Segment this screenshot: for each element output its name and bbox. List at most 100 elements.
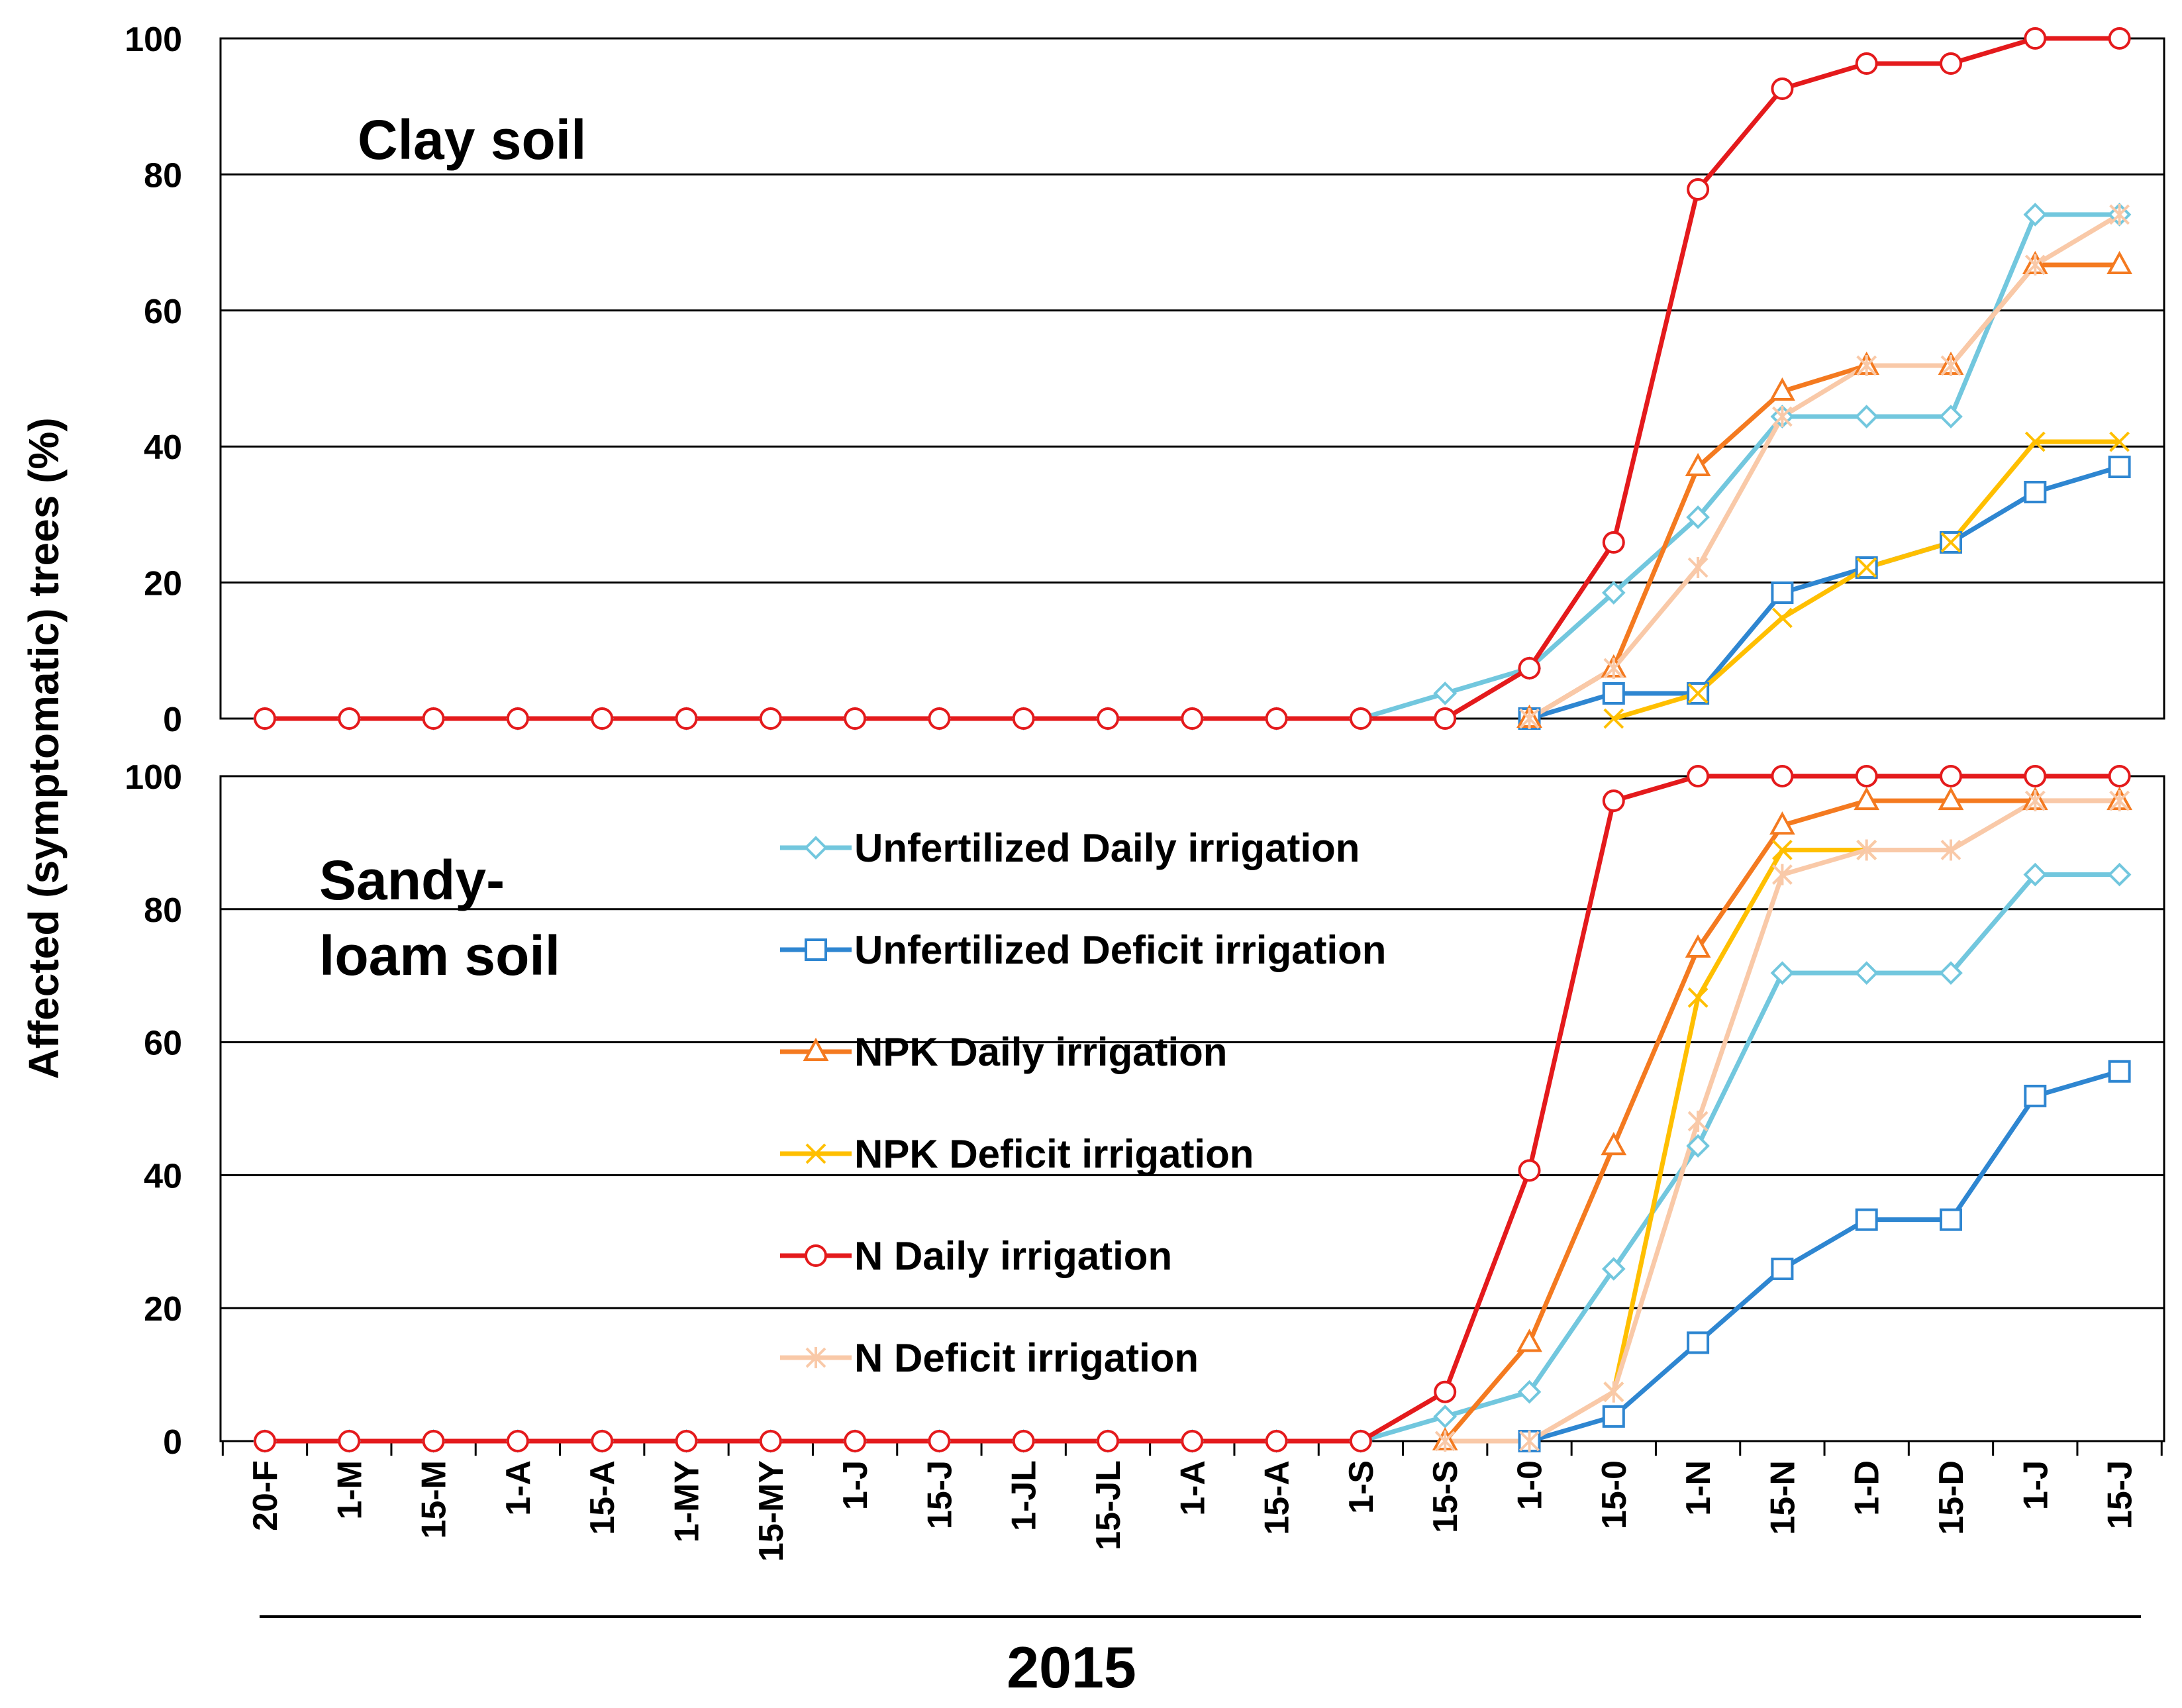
data-point-p1-s3-18 [1771,840,1793,860]
data-point-p0-s1-16 [1602,682,1625,705]
data-point-p1-s2-20 [1938,787,1964,811]
data-point-p1-s0-19 [1854,961,1879,985]
data-point-p1-s5-5 [675,1430,698,1452]
data-point-p0-s5-22 [2108,27,2131,50]
data-point-p1-s2-19 [1854,787,1880,811]
series-line-p0-4-0 [1528,212,2121,721]
data-point-p1-s4-18 [1771,864,1793,885]
data-point-p1-s5-4 [591,1430,614,1452]
legend-label-5: N Deficit irrigation [854,1336,1199,1380]
data-point-p0-s5-1 [338,707,361,730]
data-point-p0-s3-16 [1603,708,1624,729]
x-tick-label-18: 15-N [1763,1460,1802,1535]
y-tick-label-p0-0: 0 [163,701,182,739]
y-tick-label-p0-1: 20 [144,565,182,603]
legend-marker-0 [804,836,828,860]
x-tick-label-22: 15-J [2101,1460,2140,1529]
x-tick-label-3: 1-A [499,1460,538,1516]
y-tick-label-p0-5: 100 [124,21,182,59]
data-point-p0-s0-14 [1433,681,1458,705]
tick-labels: 0 20 40 60 80 100 0 20 40 60 80 100 20-F 1-M 15-M 1-A 15… [124,21,2139,1562]
data-point-p0-s3-21 [2024,431,2046,452]
series-lines [265,36,2121,1444]
data-point-p0-s0-20 [1939,405,1963,428]
data-point-p1-s5-18 [1771,765,1794,787]
data-point-p0-s0-21 [2023,203,2048,226]
data-point-p1-s2-16 [1601,1132,1627,1156]
data-point-p1-s1-22 [2108,1060,2131,1083]
legend-marker-1 [805,938,827,961]
data-point-p1-s5-6 [759,1430,782,1452]
data-point-p1-s5-8 [928,1430,951,1452]
data-point-p1-s0-22 [2107,862,2132,887]
data-point-p0-s0-17 [1686,505,1710,529]
x-tick-label-15: 1-0 [1511,1460,1550,1510]
data-point-p1-s5-14 [1434,1380,1457,1403]
data-point-p0-s4-19 [1856,354,1877,376]
data-point-p1-s1-19 [1855,1208,1878,1231]
data-point-p0-s5-19 [1855,52,1878,75]
data-point-p0-s3-22 [2109,431,2130,452]
data-point-p1-s5-7 [844,1430,867,1452]
data-point-p0-s5-7 [844,707,867,730]
data-point-p0-s4-17 [1687,557,1709,579]
panel-title-sandy-line1: Sandy- [319,849,505,911]
data-point-p0-s3-19 [1856,557,1877,578]
x-tick-label-6: 15-MY [752,1460,791,1562]
x-axis-label: 2015 [1007,1634,1136,1700]
data-point-p0-s1-22 [2108,456,2131,479]
data-point-p1-s0-17 [1686,1134,1710,1158]
data-point-p1-s4-19 [1856,839,1877,861]
data-point-p1-s4-15 [1519,1431,1540,1452]
data-point-p0-s5-10 [1097,707,1119,730]
legend-marker-5 [805,1347,826,1368]
panel-title-clay: Clay soil [358,109,586,171]
y-axis-label: Affected (symptomatic) trees (%) [20,417,68,1079]
data-point-p0-s0-19 [1854,405,1879,428]
y-tick-label-p1-5: 100 [124,758,182,797]
data-point-p0-s5-13 [1349,707,1372,730]
x-tick-label-9: 1-JL [1005,1460,1044,1531]
data-point-p1-s0-16 [1601,1257,1626,1281]
data-point-p0-s5-0 [254,707,276,730]
data-point-p0-s3-18 [1771,607,1793,628]
panel-title-sandy-line2: loam soil [319,925,560,987]
x-tick-label-5: 1-MY [668,1460,707,1542]
data-point-p1-s5-22 [2108,765,2131,787]
data-point-p1-s1-17 [1687,1331,1710,1354]
data-point-p0-s5-15 [1518,657,1541,680]
data-point-p1-s5-12 [1265,1430,1288,1452]
x-tick-label-19: 1-D [1848,1460,1887,1516]
y-tick-label-p1-1: 20 [144,1290,182,1329]
series-line-p1-3-0 [1611,847,1867,1393]
series-line-p1-1-0 [1528,1069,2120,1444]
data-point-p1-s0-21 [2023,862,2048,887]
data-point-p0-s3-20 [1940,532,1961,553]
legend: Unfertilized Daily irrigation Unfertilize… [780,826,1386,1380]
data-point-p0-s5-6 [759,707,782,730]
data-point-p1-s5-21 [2024,765,2047,787]
data-point-p1-s5-3 [506,1430,529,1452]
data-point-p0-s2-22 [2107,250,2132,274]
data-point-p1-s2-18 [1769,811,1795,835]
x-tick-label-7: 1-J [836,1460,875,1510]
data-point-p1-s5-16 [1602,789,1625,813]
data-point-p0-s4-22 [2109,203,2130,225]
data-point-p1-s5-13 [1349,1430,1372,1452]
y-tick-label-p0-4: 80 [144,156,182,195]
y-tick-label-p0-3: 60 [144,293,182,331]
data-point-p0-s5-17 [1687,177,1710,201]
gridlines [221,37,2164,1309]
data-point-p1-s0-18 [1770,961,1795,985]
series-line-p0-0-0 [265,212,2120,721]
data-point-p0-s4-18 [1771,406,1793,428]
data-point-p0-s5-3 [506,707,529,730]
y-tick-label-p1-4: 80 [144,891,182,930]
x-tick-label-17: 1-N [1679,1460,1718,1516]
data-point-p0-s4-21 [2024,254,2046,276]
data-point-p1-s5-17 [1687,765,1710,787]
data-point-p1-s5-9 [1012,1430,1035,1452]
data-point-p0-s4-20 [1940,354,1961,376]
legend-label-4: N Daily irrigation [854,1234,1172,1278]
